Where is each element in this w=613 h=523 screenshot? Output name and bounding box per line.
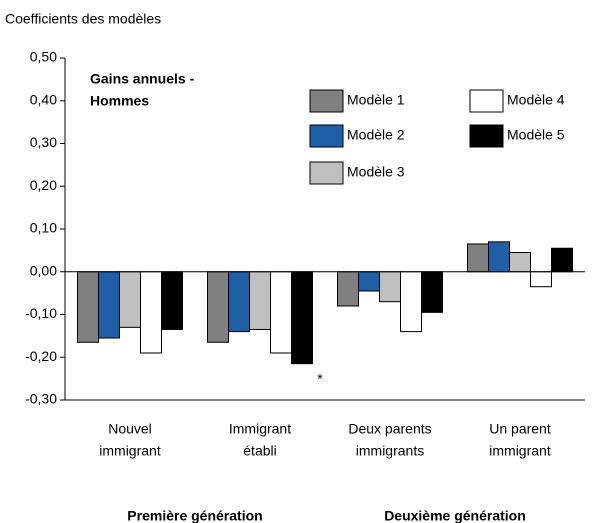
- bar: [530, 271, 552, 288]
- bar: [249, 271, 271, 330]
- inner-title: Gains annuels -: [90, 71, 195, 87]
- x-tick-label: Un parent: [489, 421, 551, 437]
- annotation: *: [317, 371, 323, 387]
- bar: [509, 252, 531, 273]
- legend-label: Modèle 2: [347, 127, 405, 143]
- y-tick-label: 0,10: [30, 220, 57, 236]
- bar: [379, 271, 401, 303]
- y-axis-label: Coefficients des modèles: [5, 11, 161, 27]
- inner-title: Hommes: [90, 93, 149, 109]
- y-tick-label: 0,00: [30, 262, 57, 278]
- legend-swatch: [309, 89, 344, 113]
- bar: [488, 241, 510, 273]
- bar: [119, 271, 141, 328]
- y-tick-label: -0,10: [25, 305, 57, 321]
- group-label: Première génération: [127, 508, 262, 523]
- legend-swatch: [309, 124, 344, 148]
- bar: [140, 271, 162, 354]
- bar: [161, 271, 183, 330]
- bar: [291, 271, 313, 365]
- y-tick-label: -0,30: [25, 391, 57, 407]
- y-tick-label: 0,40: [30, 91, 57, 107]
- y-tick-label: 0,30: [30, 134, 57, 150]
- legend-label: Modèle 4: [507, 92, 565, 108]
- bar: [228, 271, 250, 333]
- bar: [421, 271, 443, 313]
- y-tick-label: -0,20: [25, 348, 57, 364]
- legend-swatch: [469, 124, 504, 148]
- bar: [467, 243, 489, 273]
- bar: [77, 271, 99, 343]
- legend-label: Modèle 3: [347, 164, 405, 180]
- x-tick-label: immigrant: [99, 443, 161, 459]
- bar: [207, 271, 229, 343]
- x-tick-label: établi: [243, 443, 276, 459]
- bar: [270, 271, 292, 354]
- x-tick-label: Immigrant: [229, 421, 291, 437]
- y-tick-label: 0,50: [30, 49, 57, 65]
- legend-swatch: [309, 161, 344, 185]
- group-label: Deuxième génération: [384, 508, 526, 523]
- legend-label: Modèle 5: [507, 127, 565, 143]
- bar: [400, 271, 422, 333]
- x-tick-label: immigrant: [489, 443, 551, 459]
- y-tick-label: 0,20: [30, 177, 57, 193]
- x-tick-label: Deux parents: [348, 421, 431, 437]
- bar: [358, 271, 380, 292]
- bar: [337, 271, 359, 307]
- legend-swatch: [469, 89, 504, 113]
- x-tick-label: immigrants: [356, 443, 424, 459]
- x-tick-label: Nouvel: [108, 421, 152, 437]
- bar: [551, 247, 573, 273]
- bar: [98, 271, 120, 339]
- legend-label: Modèle 1: [347, 92, 405, 108]
